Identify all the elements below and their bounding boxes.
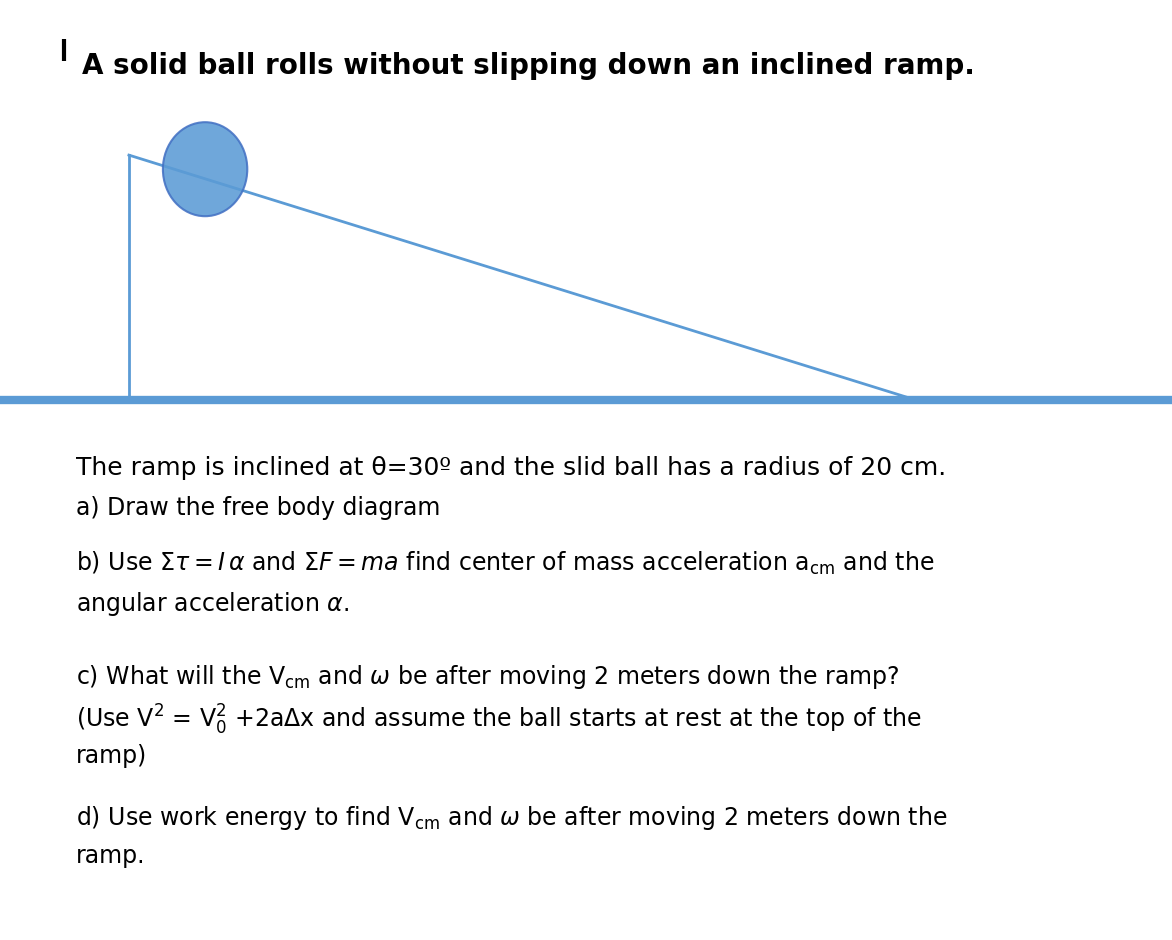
Text: The ramp is inclined at θ=30º and the slid ball has a radius of 20 cm.: The ramp is inclined at θ=30º and the sl… (76, 456, 947, 480)
Text: d) Use work energy to find V$_\mathregular{cm}$ and $\omega$ be after moving 2 m: d) Use work energy to find V$_\mathregul… (76, 804, 948, 832)
Text: a) Draw the free body diagram: a) Draw the free body diagram (76, 496, 441, 521)
Text: (Use V$^2$ = V$_0^2$ +2a$\Delta$x and assume the ball starts at rest at the top : (Use V$^2$ = V$_0^2$ +2a$\Delta$x and as… (76, 703, 922, 737)
Ellipse shape (163, 122, 247, 216)
Text: angular acceleration $\alpha$.: angular acceleration $\alpha$. (76, 590, 349, 619)
Text: ramp.: ramp. (76, 844, 145, 869)
Text: A solid ball rolls without slipping down an inclined ramp.: A solid ball rolls without slipping down… (82, 52, 975, 80)
Text: c) What will the V$_\mathregular{cm}$ and $\omega$ be after moving 2 meters down: c) What will the V$_\mathregular{cm}$ an… (76, 663, 900, 691)
Text: ramp): ramp) (76, 744, 148, 768)
Text: b) Use $\Sigma\tau = I\,\alpha$ and $\Sigma F = ma$ find center of mass accelera: b) Use $\Sigma\tau = I\,\alpha$ and $\Si… (76, 550, 934, 577)
